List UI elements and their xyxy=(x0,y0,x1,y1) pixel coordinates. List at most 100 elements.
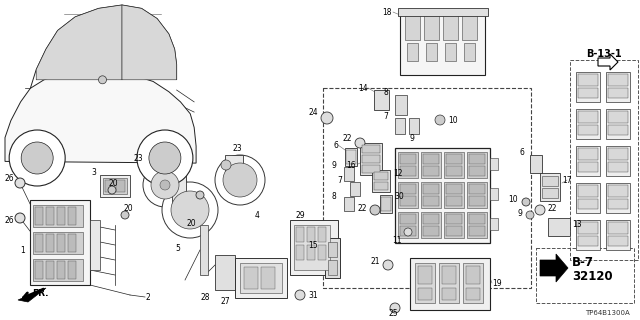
Bar xyxy=(608,185,628,197)
Circle shape xyxy=(215,155,265,205)
Bar xyxy=(409,118,419,134)
Bar xyxy=(540,173,560,201)
Bar xyxy=(462,15,477,40)
Text: TP64B1300A: TP64B1300A xyxy=(585,310,630,316)
Bar xyxy=(469,166,485,176)
Text: 12: 12 xyxy=(393,169,403,178)
Text: 28: 28 xyxy=(200,293,210,302)
Circle shape xyxy=(99,76,106,84)
Bar xyxy=(415,263,435,303)
Bar xyxy=(68,207,76,225)
Text: 8: 8 xyxy=(332,191,336,201)
Text: 7: 7 xyxy=(337,175,342,185)
Bar xyxy=(372,170,390,192)
Bar xyxy=(328,242,337,257)
Text: 22: 22 xyxy=(548,204,557,212)
Bar xyxy=(410,258,490,310)
Bar xyxy=(469,226,485,236)
Bar xyxy=(244,267,258,289)
Bar xyxy=(490,218,498,230)
Text: 31: 31 xyxy=(308,291,317,300)
Bar xyxy=(225,155,243,177)
Bar xyxy=(346,150,356,164)
Text: 1: 1 xyxy=(20,245,25,254)
Bar xyxy=(46,207,54,225)
Bar xyxy=(578,185,598,197)
Circle shape xyxy=(223,163,257,197)
Bar xyxy=(444,212,464,238)
Bar xyxy=(467,182,487,208)
Circle shape xyxy=(221,160,231,170)
Bar xyxy=(606,109,630,139)
Text: 26: 26 xyxy=(4,215,14,225)
Text: 21: 21 xyxy=(371,258,380,267)
Polygon shape xyxy=(18,288,46,302)
Bar xyxy=(400,196,416,206)
Bar xyxy=(344,197,354,211)
Bar xyxy=(360,143,382,175)
Bar xyxy=(467,212,487,238)
Circle shape xyxy=(295,290,305,300)
Bar xyxy=(33,232,83,254)
Text: 8: 8 xyxy=(383,87,388,97)
Bar xyxy=(35,207,43,225)
Circle shape xyxy=(137,130,193,186)
Bar xyxy=(578,199,598,209)
Bar xyxy=(323,88,531,288)
Text: 30: 30 xyxy=(394,191,404,201)
Bar xyxy=(374,90,389,110)
Bar xyxy=(294,225,330,270)
Bar xyxy=(261,267,275,289)
Bar xyxy=(318,227,326,242)
Circle shape xyxy=(435,115,445,125)
Bar xyxy=(578,236,598,246)
Bar xyxy=(570,60,638,260)
Text: 14: 14 xyxy=(358,84,368,92)
Bar xyxy=(466,266,480,284)
Bar xyxy=(215,255,235,290)
Bar xyxy=(608,88,628,98)
Bar xyxy=(395,118,405,134)
Text: 6: 6 xyxy=(333,140,338,149)
Text: 5: 5 xyxy=(175,244,180,252)
Bar xyxy=(576,146,600,176)
Circle shape xyxy=(160,180,170,190)
Bar xyxy=(444,152,464,178)
Bar xyxy=(439,263,459,303)
Bar xyxy=(318,245,326,260)
Bar xyxy=(463,263,483,303)
Bar xyxy=(608,162,628,172)
Bar xyxy=(578,222,598,234)
Polygon shape xyxy=(540,254,568,282)
Bar xyxy=(374,182,388,190)
Polygon shape xyxy=(598,54,618,70)
Bar xyxy=(469,214,485,224)
Circle shape xyxy=(15,178,25,188)
Bar xyxy=(150,163,175,181)
Bar xyxy=(578,162,598,172)
Bar xyxy=(578,74,598,86)
Bar xyxy=(530,155,542,173)
Bar xyxy=(578,88,598,98)
Bar xyxy=(400,10,485,75)
Circle shape xyxy=(108,186,116,194)
Bar xyxy=(30,200,90,285)
Bar xyxy=(400,184,416,194)
Circle shape xyxy=(15,213,25,223)
Bar xyxy=(490,188,498,200)
Bar xyxy=(57,234,65,252)
Bar xyxy=(423,166,439,176)
Bar xyxy=(608,111,628,123)
Bar xyxy=(33,205,83,227)
Bar xyxy=(400,226,416,236)
Bar xyxy=(578,148,598,160)
Text: 3: 3 xyxy=(91,167,96,177)
Bar xyxy=(35,234,43,252)
Text: 7: 7 xyxy=(383,111,388,121)
Bar xyxy=(398,182,418,208)
Circle shape xyxy=(404,228,412,236)
Text: B-7: B-7 xyxy=(572,255,594,268)
Text: 9: 9 xyxy=(517,209,522,218)
Bar xyxy=(235,258,287,298)
Circle shape xyxy=(196,191,204,199)
